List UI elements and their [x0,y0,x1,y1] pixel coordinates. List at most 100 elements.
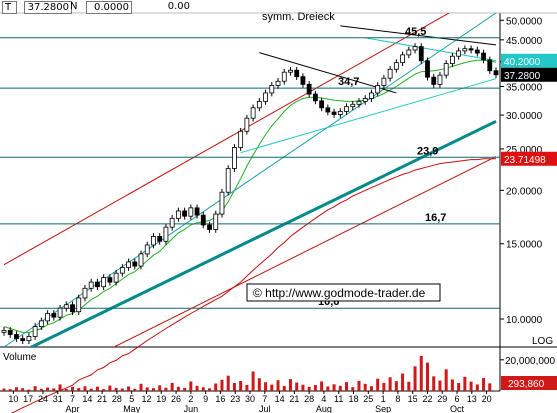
candle [88,278,94,292]
symbol-box[interactable]: T [2,1,17,14]
candle-body [7,330,13,335]
candle-body [275,80,281,86]
volume-bar [326,386,330,391]
candle-body [325,107,331,113]
candle-body [400,54,405,64]
candle-body [319,100,325,109]
volume-bar [46,387,50,391]
candle-body [132,261,138,267]
volume-bar [320,381,324,391]
candle-body [126,261,131,268]
candle [213,210,219,233]
volume-bar [301,384,305,391]
volume-bar [363,383,367,391]
volume-bar [494,390,498,392]
candle [51,310,57,321]
candle-body [163,226,169,242]
candle [157,233,163,245]
candle [474,46,480,57]
last-price-field: 37.2800 [24,1,72,14]
candle [263,89,268,105]
volume-bar [457,383,461,391]
candle-body [387,68,393,79]
candle [331,108,337,118]
candle-body [20,338,26,342]
candle-body [175,210,181,219]
candle-body [101,277,107,288]
candle-body [381,77,387,86]
x-day-label: 8 [395,394,400,404]
x-month-label: Jul [259,404,271,413]
candle-body [26,336,32,342]
candle-body [213,213,219,230]
candle-body [474,49,480,54]
candle [169,215,175,231]
candle [418,43,424,65]
x-day-label: 26 [171,394,181,404]
moving-averages [3,59,497,413]
candle-body [200,214,206,226]
volume-bar [208,388,212,391]
candle-body [14,334,19,339]
candle [126,258,131,271]
x-day-label: 29 [437,394,447,404]
volume-bar [52,388,56,391]
volume-bar [195,385,199,391]
candle [101,274,107,291]
candle [493,67,499,79]
candle [294,66,300,81]
candle [400,51,405,66]
x-axis: 10 17 24 31 7 14 21 28 5 12 19 26 2 9 16 23 30 7 14 21 28 4 11… [8,391,492,413]
volume-bar [64,388,68,391]
volume-bar [338,385,342,391]
volume-bar [95,386,99,391]
volume-bar [357,380,361,391]
x-day-label: 13 [467,394,477,404]
candle-body [51,313,57,318]
watermark-text: © http://www.godmode-trader.de [253,286,426,300]
price-tag-label: 40.2000 [504,57,541,68]
volume-bar [307,386,311,391]
volume-bar [332,384,336,391]
candle [200,211,206,229]
x-day-label: 17 [23,394,33,404]
candle [456,47,462,60]
candle [362,95,368,105]
candle [14,331,19,342]
x-day-label: 23 [230,394,240,404]
candle [250,104,256,122]
candle [468,45,474,54]
x-day-label: 5 [129,394,134,404]
price-tag-label: 23.71498 [504,155,546,166]
triangle-annotation: symm. Dreieck [262,11,335,23]
flag-text: N [70,1,78,12]
candle-body [281,71,287,82]
candle [412,43,418,54]
candle [107,274,113,286]
price-tag-label: 37.2800 [504,71,541,82]
candle [369,89,374,102]
x-month-label: Jun [184,404,199,413]
candle-body [256,100,262,109]
candle-body [151,236,156,246]
volume-bar [388,377,392,391]
candle-body [369,92,374,99]
volume-bar [27,389,31,391]
candle [182,207,188,220]
candle-body [32,326,38,337]
candle-body [138,253,144,267]
volume-bar [270,384,274,391]
candle-body [418,46,424,62]
candle [188,204,194,220]
candle [194,204,200,219]
volume-bar [313,385,317,391]
volume-bar [239,381,243,391]
candle [70,301,75,316]
volume-bar [245,384,249,391]
candle-body [45,313,50,322]
candle [244,114,250,135]
volume-bar [438,380,442,391]
candle [306,81,312,98]
volume-bar [120,388,124,391]
